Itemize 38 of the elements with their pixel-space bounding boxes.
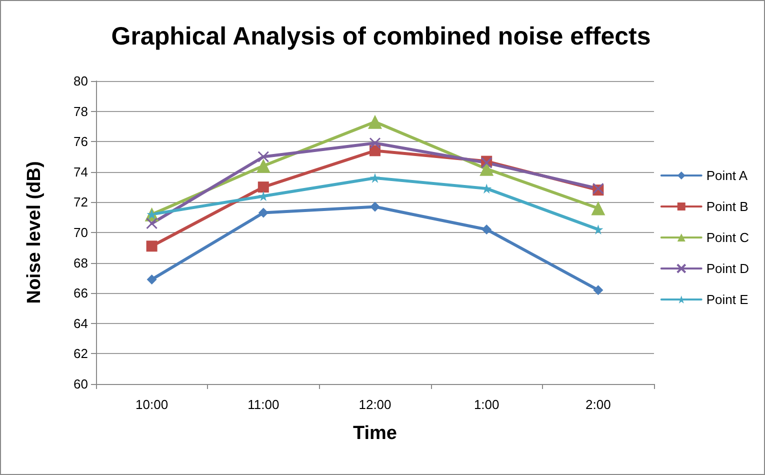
point (258, 182, 269, 193)
legend-label: Point D (706, 261, 750, 276)
y-tick-label: 76 (74, 134, 88, 150)
y-tick-label: 78 (74, 104, 88, 119)
y-tick-label: 60 (74, 376, 88, 392)
y-tick-label: 74 (74, 164, 88, 180)
x-tick-label: 2:00 (586, 397, 611, 412)
chart-title: Graphical Analysis of combined noise effects (111, 22, 651, 50)
point (369, 137, 381, 149)
point (146, 240, 158, 252)
point (370, 172, 380, 183)
y-tick-label: 62 (74, 346, 88, 362)
x-tick-label: 12:00 (358, 397, 392, 412)
y-tick-label: 68 (74, 255, 88, 270)
x-tick-label: 1:00 (474, 397, 500, 412)
x-tick-label: 11:00 (248, 397, 280, 412)
point (146, 274, 157, 284)
y-tick-label: 80 (74, 74, 88, 88)
y-tick-label: 66 (74, 286, 88, 301)
point (482, 224, 492, 234)
point (258, 151, 270, 162)
point (256, 158, 270, 173)
x-tick-label: 10:00 (136, 397, 168, 412)
point (593, 285, 604, 296)
point (370, 202, 380, 212)
legend-label: Point E (706, 292, 749, 307)
point (146, 218, 158, 230)
point (591, 201, 606, 216)
legend-label: Point C (706, 230, 750, 245)
y-tick-label: 70 (74, 225, 88, 240)
y-tick-label: 64 (74, 316, 88, 331)
legend-label: Point A (706, 168, 748, 183)
x-axis-title: Time (352, 423, 398, 444)
point (368, 114, 382, 129)
y-tick-label: 72 (74, 194, 88, 210)
legend-label: Point B (706, 199, 748, 214)
point (258, 208, 268, 218)
y-axis-title: Noise level (dB) (24, 161, 45, 304)
